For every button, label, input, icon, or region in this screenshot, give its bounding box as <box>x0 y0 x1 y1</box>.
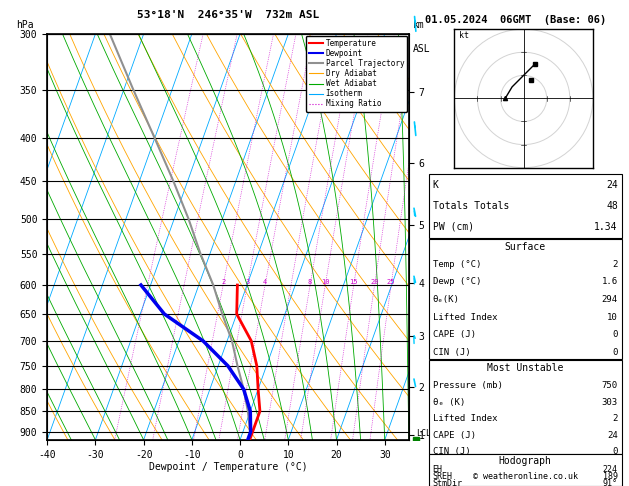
Text: kt: kt <box>459 32 469 40</box>
Text: 303: 303 <box>602 398 618 406</box>
Text: θₑ (K): θₑ (K) <box>433 398 465 406</box>
Text: 1.34: 1.34 <box>594 222 618 232</box>
Text: 24: 24 <box>607 431 618 440</box>
Text: 20: 20 <box>370 279 379 285</box>
Bar <box>428 360 622 454</box>
Text: Most Unstable: Most Unstable <box>487 364 564 373</box>
Text: 189: 189 <box>603 472 618 481</box>
Text: Lifted Index: Lifted Index <box>433 414 497 423</box>
Legend: Temperature, Dewpoint, Parcel Trajectory, Dry Adiabat, Wet Adiabat, Isotherm, Mi: Temperature, Dewpoint, Parcel Trajectory… <box>306 35 408 111</box>
Text: K: K <box>433 180 438 191</box>
Text: PW (cm): PW (cm) <box>433 222 474 232</box>
Text: CIN (J): CIN (J) <box>433 347 470 357</box>
Text: 91°: 91° <box>603 479 618 486</box>
Text: StmDir: StmDir <box>433 479 462 486</box>
Text: LCL: LCL <box>416 429 431 438</box>
Text: hPa: hPa <box>16 20 34 30</box>
Text: 224: 224 <box>603 465 618 474</box>
Text: 24: 24 <box>606 180 618 191</box>
Text: 2: 2 <box>613 260 618 269</box>
Text: EH: EH <box>433 465 443 474</box>
Text: 10: 10 <box>607 312 618 322</box>
Text: Surface: Surface <box>504 243 546 253</box>
Text: 2: 2 <box>613 414 618 423</box>
Text: CAPE (J): CAPE (J) <box>433 431 476 440</box>
Text: 4: 4 <box>263 279 267 285</box>
Text: 2: 2 <box>221 279 225 285</box>
Text: 48: 48 <box>606 201 618 211</box>
Text: Totals Totals: Totals Totals <box>433 201 509 211</box>
Text: 0: 0 <box>613 347 618 357</box>
Text: km: km <box>413 20 424 30</box>
Text: 25: 25 <box>387 279 396 285</box>
Text: 10: 10 <box>321 279 330 285</box>
Bar <box>428 174 622 238</box>
Text: SREH: SREH <box>433 472 453 481</box>
Bar <box>428 239 622 359</box>
Text: Hodograph: Hodograph <box>499 456 552 466</box>
Text: θₑ(K): θₑ(K) <box>433 295 460 304</box>
Text: CAPE (J): CAPE (J) <box>433 330 476 339</box>
Text: 750: 750 <box>602 381 618 390</box>
Text: Temp (°C): Temp (°C) <box>433 260 481 269</box>
Text: 0: 0 <box>613 447 618 456</box>
Text: 3: 3 <box>245 279 250 285</box>
Text: 0: 0 <box>613 330 618 339</box>
Y-axis label: Mixing Ratio (g/kg): Mixing Ratio (g/kg) <box>450 186 459 288</box>
Text: CIN (J): CIN (J) <box>433 447 470 456</box>
Text: Pressure (mb): Pressure (mb) <box>433 381 503 390</box>
Bar <box>428 454 622 486</box>
Text: 15: 15 <box>350 279 358 285</box>
Text: Dewp (°C): Dewp (°C) <box>433 278 481 286</box>
Text: 8: 8 <box>308 279 312 285</box>
Text: 01.05.2024  06GMT  (Base: 06): 01.05.2024 06GMT (Base: 06) <box>425 15 606 25</box>
Text: ASL: ASL <box>413 44 430 54</box>
Text: 53°18'N  246°35'W  732m ASL: 53°18'N 246°35'W 732m ASL <box>137 10 319 20</box>
Text: 294: 294 <box>602 295 618 304</box>
Text: Lifted Index: Lifted Index <box>433 312 497 322</box>
Text: © weatheronline.co.uk: © weatheronline.co.uk <box>473 472 577 481</box>
X-axis label: Dewpoint / Temperature (°C): Dewpoint / Temperature (°C) <box>148 462 308 472</box>
Text: 1.6: 1.6 <box>602 278 618 286</box>
